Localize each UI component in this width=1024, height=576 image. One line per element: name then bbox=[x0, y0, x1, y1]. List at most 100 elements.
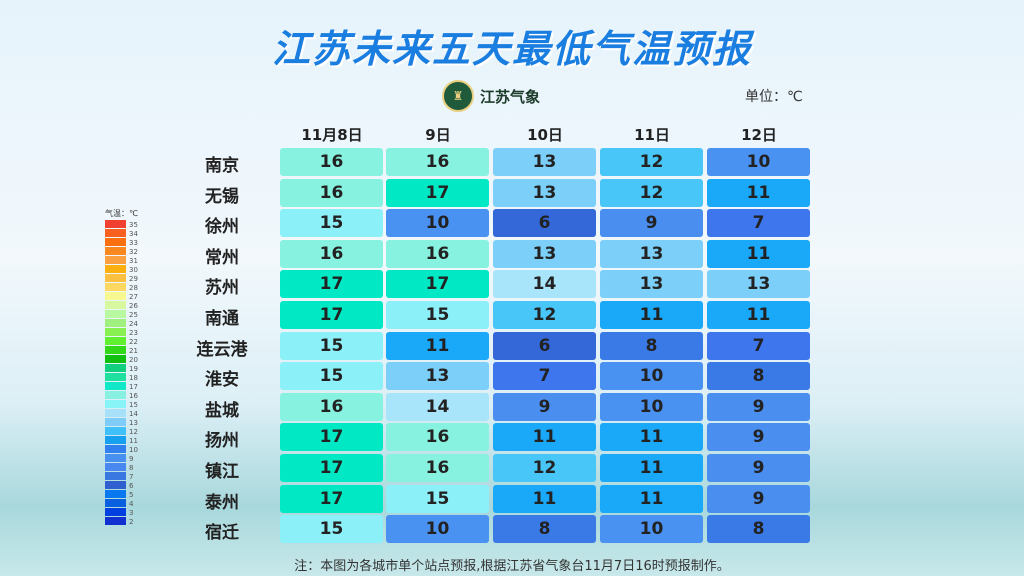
legend-swatch bbox=[105, 292, 126, 300]
temperature-cell: 15 bbox=[280, 515, 383, 544]
legend-label: 12 bbox=[129, 428, 138, 436]
legend-swatch bbox=[105, 409, 126, 417]
legend-swatch bbox=[105, 427, 126, 435]
temperature-cell: 13 bbox=[493, 178, 596, 207]
legend-label: 34 bbox=[129, 230, 138, 238]
temperature-cell: 17 bbox=[280, 270, 383, 299]
legend-label: 9 bbox=[129, 455, 134, 463]
legend-swatch bbox=[105, 454, 126, 462]
legend-label: 6 bbox=[129, 482, 134, 490]
legend-swatch bbox=[105, 472, 126, 480]
temperature-cell: 13 bbox=[600, 270, 703, 299]
temperature-cell: 12 bbox=[600, 178, 703, 207]
column-header: 9日 bbox=[425, 126, 451, 144]
legend-swatch bbox=[105, 337, 126, 345]
legend-label: 17 bbox=[129, 383, 138, 391]
legend-swatch bbox=[105, 346, 126, 354]
temperature-cell: 17 bbox=[386, 270, 489, 299]
temperature-cell: 17 bbox=[280, 423, 383, 452]
temperature-cell: 7 bbox=[707, 209, 810, 238]
legend-label: 5 bbox=[129, 491, 134, 499]
city-label: 镇江 bbox=[205, 462, 239, 482]
legend-label: 33 bbox=[129, 239, 138, 247]
column-header: 10日 bbox=[527, 126, 563, 144]
legend-swatch bbox=[105, 301, 126, 309]
city-label: 连云港 bbox=[196, 339, 248, 360]
legend-title: 气温：℃ bbox=[105, 209, 138, 218]
temperature-cell: 6 bbox=[493, 209, 596, 238]
temperature-cell: 16 bbox=[280, 239, 383, 268]
temperature-cell: 8 bbox=[707, 362, 810, 391]
column-header: 11日 bbox=[634, 126, 670, 144]
temperature-cell: 14 bbox=[493, 270, 596, 299]
column-header: 11月8日 bbox=[301, 126, 363, 144]
temperature-cell: 15 bbox=[386, 484, 489, 513]
city-label: 南通 bbox=[205, 309, 239, 329]
temperature-cell: 10 bbox=[386, 515, 489, 544]
legend-swatch bbox=[105, 319, 126, 327]
legend-label: 16 bbox=[129, 392, 138, 400]
legend-label: 7 bbox=[129, 473, 134, 481]
temperature-cell: 9 bbox=[707, 454, 810, 482]
legend-label: 24 bbox=[129, 320, 138, 328]
legend-swatch bbox=[105, 382, 126, 390]
temperature-cell: 11 bbox=[386, 331, 489, 360]
legend-label: 8 bbox=[129, 464, 134, 472]
legend-swatch bbox=[105, 247, 126, 255]
temperature-cell: 15 bbox=[280, 331, 383, 360]
legend-swatch bbox=[105, 265, 126, 273]
legend-label: 31 bbox=[129, 257, 138, 265]
temperature-cell: 11 bbox=[600, 454, 703, 482]
temperature-cell: 16 bbox=[280, 178, 383, 207]
legend-label: 30 bbox=[129, 266, 138, 274]
legend-swatch bbox=[105, 364, 126, 372]
temperature-cell: 11 bbox=[707, 178, 810, 207]
legend-label: 19 bbox=[129, 365, 138, 373]
legend-swatch bbox=[105, 499, 126, 507]
temperature-cell: 13 bbox=[493, 239, 596, 268]
logo: ♜ 江苏气象 bbox=[442, 80, 540, 112]
temperature-cell: 11 bbox=[493, 423, 596, 452]
legend-swatch bbox=[105, 436, 126, 444]
temperature-cell: 13 bbox=[493, 148, 596, 176]
temperature-cell: 15 bbox=[280, 209, 383, 238]
temperature-cell: 10 bbox=[707, 148, 810, 176]
legend-label: 14 bbox=[129, 410, 138, 418]
legend-swatch bbox=[105, 220, 126, 228]
city-label: 苏州 bbox=[205, 278, 239, 299]
seal-icon: ♜ bbox=[442, 80, 474, 112]
legend-label: 18 bbox=[129, 374, 138, 382]
temperature-cell: 15 bbox=[386, 301, 489, 329]
legend-swatch bbox=[105, 490, 126, 498]
temperature-cell: 10 bbox=[600, 515, 703, 544]
temperature-cell: 15 bbox=[280, 362, 383, 391]
temperature-cell: 17 bbox=[386, 178, 489, 207]
temperature-cell: 17 bbox=[280, 454, 383, 482]
footnote: 注：本图为各城市单个站点预报,根据江苏省气象台11月7日16时预报制作。 bbox=[294, 559, 730, 574]
legend-label: 25 bbox=[129, 311, 138, 319]
temperature-cell: 7 bbox=[493, 362, 596, 391]
temperature-cell: 10 bbox=[600, 392, 703, 421]
temperature-cell: 10 bbox=[600, 362, 703, 391]
legend-label: 4 bbox=[129, 500, 134, 508]
temperature-cell: 14 bbox=[386, 392, 489, 421]
page-title: 江苏未来五天最低气温预报 bbox=[271, 27, 752, 71]
legend-swatch bbox=[105, 400, 126, 408]
city-label: 徐州 bbox=[205, 217, 239, 238]
legend-swatch bbox=[105, 373, 126, 381]
legend-swatch bbox=[105, 391, 126, 399]
temperature-cell: 13 bbox=[600, 239, 703, 268]
temperature-cell: 13 bbox=[386, 362, 489, 391]
legend-label: 28 bbox=[129, 284, 138, 292]
temperature-cell: 16 bbox=[386, 454, 489, 482]
temperature-cell: 8 bbox=[707, 515, 810, 544]
legend-swatch bbox=[105, 328, 126, 336]
legend-label: 10 bbox=[129, 446, 138, 454]
legend-label: 20 bbox=[129, 356, 138, 364]
temperature-cell: 9 bbox=[600, 209, 703, 238]
temperature-cell: 9 bbox=[707, 423, 810, 452]
legend-swatch bbox=[105, 256, 126, 264]
temperature-cell: 8 bbox=[493, 515, 596, 544]
temperature-cell: 12 bbox=[493, 301, 596, 329]
temperature-cell: 17 bbox=[280, 301, 383, 329]
